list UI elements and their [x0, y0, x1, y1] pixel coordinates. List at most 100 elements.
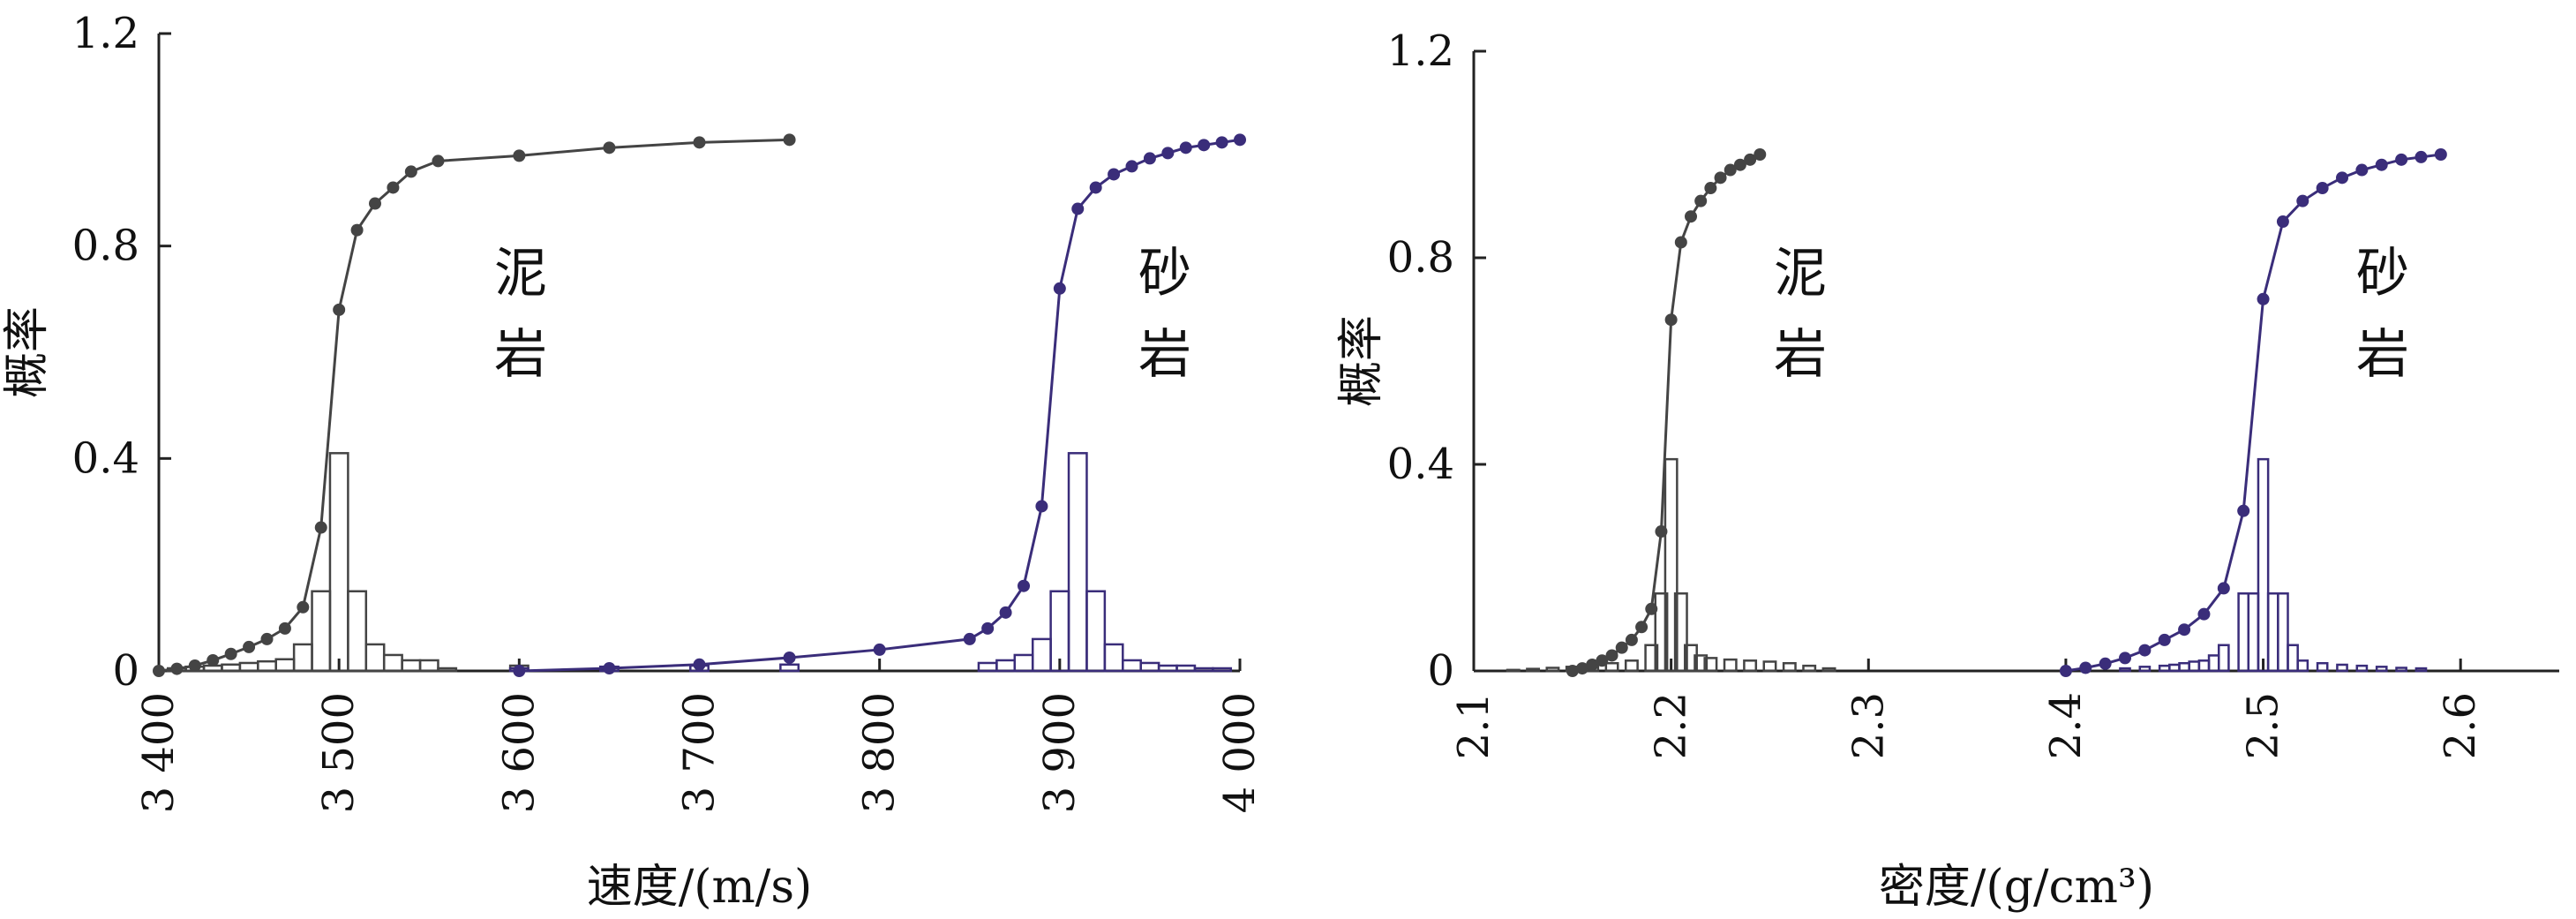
histogram-bar	[1821, 667, 1836, 673]
cdf-point	[2276, 215, 2289, 229]
y-axis-title: 概率	[1, 306, 54, 398]
cdf-point	[333, 303, 346, 316]
cdf-point	[1125, 160, 1138, 173]
cdf-point	[170, 662, 184, 675]
cdf-point	[1733, 158, 1746, 171]
x-tick-label: 3 900	[1035, 692, 1085, 813]
lithology-label: 砂	[1138, 243, 1191, 305]
histogram-bar	[257, 659, 277, 673]
histogram-bar	[328, 452, 349, 673]
histogram-bar	[1031, 637, 1052, 673]
cdf-point	[1161, 147, 1175, 160]
cdf-point	[1586, 658, 1599, 671]
y-tick-label: 1.2	[72, 9, 139, 58]
y-tick-label: 0	[112, 646, 139, 696]
x-axis-title: 密度/(g/cm³)	[1879, 861, 2154, 914]
x-tick-label: 2.5	[2239, 692, 2288, 759]
histogram-bar	[274, 658, 296, 673]
cdf-point	[1179, 141, 1192, 154]
cdf-point	[260, 632, 274, 645]
y-tick-label: 0.8	[1387, 233, 1454, 282]
histogram-bar	[2287, 644, 2299, 673]
cdf-point	[1714, 171, 1727, 185]
cdf-point	[1625, 633, 1638, 646]
x-tick-label: 2.1	[1449, 692, 1498, 759]
cdf-line	[158, 138, 790, 673]
x-tick-label: 3 400	[134, 692, 184, 813]
histogram-bar	[2375, 666, 2388, 673]
lithology-label: 砂	[2356, 243, 2409, 305]
histogram-bar	[1802, 664, 1817, 673]
cdf-point	[2415, 150, 2428, 163]
cdf-point	[603, 661, 616, 674]
cdf-point	[224, 647, 237, 660]
histogram-bar	[2336, 663, 2348, 673]
cdf-point	[2316, 182, 2329, 195]
histogram-bar	[995, 659, 1017, 673]
cdf-point	[513, 665, 526, 677]
cdf-point	[1744, 153, 1757, 166]
cdf-point	[2375, 158, 2388, 171]
histogram-bar	[779, 663, 800, 673]
cdf-point	[404, 165, 417, 178]
cdf-point	[1645, 602, 1658, 615]
x-tick-label: 2.2	[1647, 692, 1696, 759]
lithology-label: 泥	[1774, 243, 1827, 305]
histogram-bar	[1624, 659, 1639, 673]
cdf-point	[963, 632, 976, 645]
histogram-bar	[418, 659, 439, 673]
cdf-point	[369, 197, 381, 210]
cdf-point	[2237, 504, 2250, 517]
y-tick-label: 0.8	[72, 222, 139, 271]
y-tick-label: 0.4	[72, 433, 139, 483]
x-tick-label: 3 600	[494, 692, 544, 813]
histogram-bar	[382, 653, 403, 673]
cdf-point	[188, 659, 201, 672]
cdf-point	[693, 658, 706, 671]
cdf-point	[2355, 163, 2369, 177]
histogram-bar	[1067, 452, 1088, 673]
cdf-point	[1071, 202, 1085, 215]
histogram-bar	[1684, 644, 1698, 673]
cdf-point	[1724, 163, 1737, 177]
histogram-bar	[2296, 659, 2309, 673]
cdf-point	[2079, 661, 2092, 674]
x-tick-label: 4 000	[1215, 692, 1265, 813]
cdf-point	[1215, 136, 1228, 149]
x-axis-title: 速度/(m/s)	[587, 861, 813, 914]
histogram-bar	[2138, 666, 2152, 673]
cdf-point	[1234, 133, 1246, 147]
histogram-bar	[2168, 663, 2181, 673]
histogram-bar	[2197, 659, 2211, 673]
histogram-bar	[1103, 643, 1124, 673]
histogram-bar	[2415, 667, 2428, 673]
cdf-point	[513, 149, 526, 162]
histogram-bar	[1212, 667, 1233, 673]
histogram-bar	[1013, 653, 1034, 673]
cdf-point	[2178, 623, 2191, 637]
cdf-point	[153, 665, 165, 677]
cdf-point	[1615, 641, 1628, 654]
histogram-bar	[2316, 661, 2329, 673]
cdf-point	[2257, 292, 2270, 305]
y-tick-label: 1.2	[1387, 26, 1454, 76]
histogram-bar	[2207, 654, 2220, 673]
cdf-point	[2395, 153, 2408, 166]
histogram-bar	[1122, 659, 1142, 673]
cdf-point	[297, 600, 310, 614]
cdf-point	[2119, 652, 2131, 665]
x-tick-label: 3 800	[855, 692, 905, 813]
histogram-bar	[2247, 592, 2260, 673]
lithology-label: 岩	[494, 324, 547, 386]
cdf-point	[1704, 182, 1717, 195]
lithology-label: 泥	[494, 243, 547, 305]
histogram-bar	[1506, 668, 1521, 673]
cdf-point	[2059, 665, 2072, 677]
histogram-bar	[1703, 657, 1718, 673]
lithology-label: 岩	[1774, 324, 1827, 386]
cdf-point	[1685, 210, 1697, 223]
histogram-bar	[1654, 592, 1669, 673]
y-tick-label: 0.4	[1387, 440, 1454, 489]
lithology-label: 岩	[1138, 324, 1191, 386]
